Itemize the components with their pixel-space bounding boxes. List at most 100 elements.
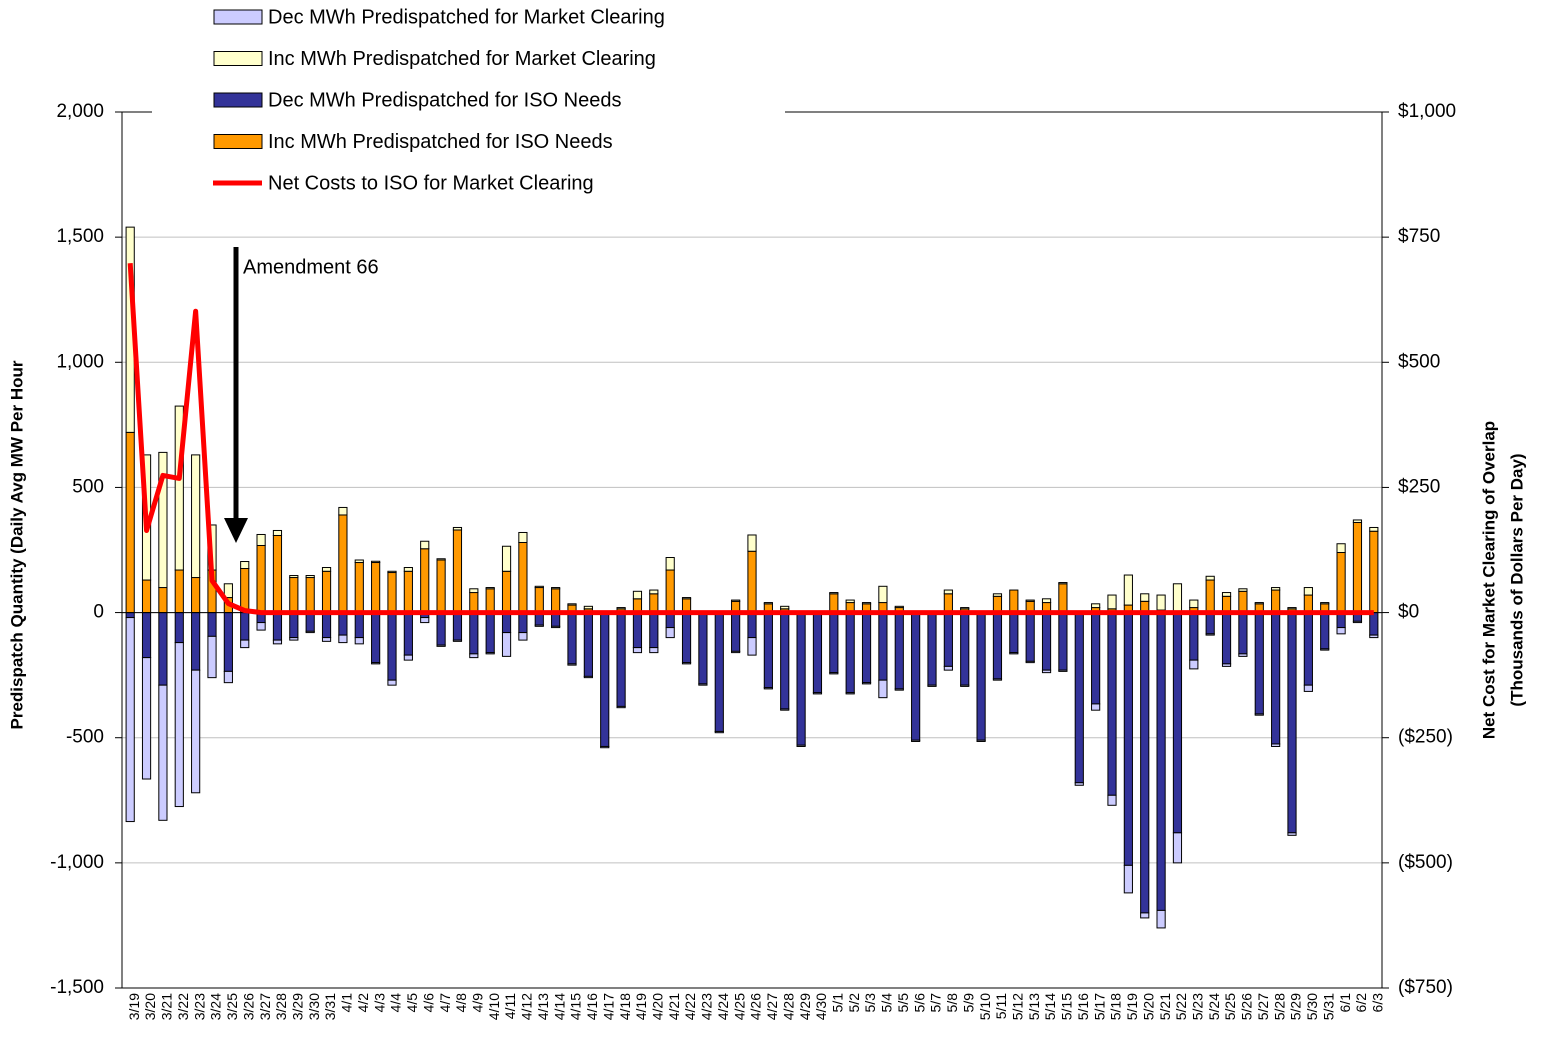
bar-segment [1205,579,1215,614]
bar-segment [1205,633,1215,636]
bar-segment [1271,587,1281,591]
x-tick-label: 4/5 [404,993,420,1013]
x-tick-label: 4/30 [813,993,829,1020]
bar-segment [1238,590,1248,614]
x-tick-label: 4/29 [797,993,813,1020]
bar-segment [894,605,904,609]
x-tick-label: 4/1 [339,993,355,1013]
bar-segment [1041,598,1052,604]
x-tick-label: 4/19 [633,993,649,1020]
bar-segment [1107,794,1117,806]
bar-segment [649,647,659,654]
bar-segment [289,637,299,641]
bar-segment [1254,602,1264,605]
x-tick-label: 5/13 [1026,993,1042,1020]
bar-segment [485,588,495,614]
bar-segment [845,612,855,694]
bar-segment [1352,620,1363,624]
x-tick-label: 4/8 [453,993,469,1013]
bar-segment [1303,594,1313,614]
x-tick-label: 3/24 [208,993,224,1020]
x-tick-label: 5/15 [1059,993,1075,1020]
bar-segment [436,559,446,614]
x-tick-label: 3/25 [224,993,240,1020]
bar-segment [829,672,839,675]
bar-segment [845,599,855,604]
x-tick-label: 5/26 [1239,993,1255,1020]
bar-segment [992,593,1003,597]
bar-segment [371,662,381,665]
bar-segment [796,744,806,747]
bar-segment [632,647,643,654]
bar-segment [141,657,152,780]
bar-segment [698,683,708,686]
bar-segment [812,612,823,694]
bar-segment [174,612,184,644]
bar-segment [436,612,446,646]
x-tick-label: 4/20 [650,993,666,1020]
bar-segment [1172,583,1183,612]
bar-segment [665,627,675,639]
bar-segment [551,587,561,590]
x-tick-label: 3/22 [175,993,191,1020]
bar-segment [1140,912,1150,919]
bar-segment [403,654,413,661]
x-tick-label: 4/17 [600,993,616,1020]
bar-segment [943,612,953,667]
y2-axis-title: Net Cost for Market Clearing of Overlap [1479,421,1498,739]
annotation-arrowhead [224,518,248,543]
x-tick-label: 3/26 [240,993,256,1020]
x-tick-label: 4/2 [355,993,371,1013]
bar-segment [1041,669,1052,674]
legend-swatch [213,92,263,108]
bar-segment [960,612,970,686]
y2-axis-title: (Thousands of Dollars Per Day) [1507,453,1526,706]
bar-segment [878,612,888,681]
bar-segment [240,561,250,570]
bar-segment [1238,612,1248,655]
bar-segment [1009,589,1019,614]
bar-segment [1140,593,1150,602]
bar-segment [567,612,577,665]
bar-segment [174,569,184,614]
x-tick-label: 3/29 [290,993,306,1020]
y-tick-label: 2,000 [56,101,104,122]
y-tick-label: 0 [93,602,104,623]
x-tick-label: 3/20 [142,993,158,1020]
bar-segment [518,632,528,641]
bar-segment [518,612,528,634]
bar-segment [551,588,561,614]
bar-segment [1172,612,1183,834]
bar-segment [1287,607,1297,610]
x-tick-label: 3/30 [306,993,322,1020]
x-tick-label: 4/24 [715,993,731,1020]
bar-segment [452,526,463,531]
bar-segment [960,684,970,687]
bar-segment [223,583,233,599]
bar-segment [452,529,463,614]
bar-segment [420,617,430,624]
bar-segment [1156,594,1166,611]
x-tick-label: 5/29 [1288,993,1304,1020]
bar-segment [518,531,528,543]
legend-swatch [213,51,263,66]
y2-tick-label: $1,000 [1398,101,1456,122]
bar-segment [600,745,610,749]
bar-segment [354,612,364,639]
net-cost-line [127,263,1374,616]
bar-segment [747,612,757,639]
bar-segment [1091,612,1101,705]
bar-segment [321,570,332,614]
y2-tick-label: $0 [1398,602,1419,623]
bar-segment [485,652,495,655]
x-tick-label: 5/28 [1271,993,1287,1020]
x-tick-label: 4/18 [617,993,633,1020]
bar-segment [1320,648,1330,651]
bar-segment [894,612,904,690]
x-tick-label: 5/24 [1206,993,1222,1020]
y-tick-label: -500 [66,727,104,748]
bar-segment [501,632,512,657]
x-tick-label: 5/16 [1075,993,1091,1020]
bar-segment [1025,599,1035,602]
bar-segment [632,590,643,600]
